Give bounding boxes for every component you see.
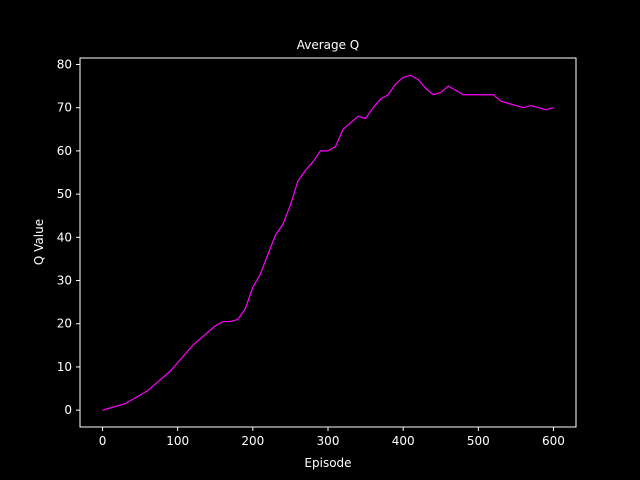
y-tick-label: 80 xyxy=(57,57,72,71)
x-axis-label: Episode xyxy=(304,456,351,470)
axis-ticks: 0 100 200 300 400 500 600 0 10 20 30 40 50 60 70 80 xyxy=(57,57,565,448)
x-tick-label: 200 xyxy=(241,434,264,448)
y-tick-label: 60 xyxy=(57,144,72,158)
y-tick-label: 10 xyxy=(57,360,72,374)
chart-title: Average Q xyxy=(297,38,360,52)
x-tick-label: 400 xyxy=(392,434,415,448)
y-tick-label: 50 xyxy=(57,187,72,201)
x-tick-label: 600 xyxy=(542,434,565,448)
y-tick-label: 30 xyxy=(57,274,72,288)
y-tick-label: 20 xyxy=(57,317,72,331)
y-tick-label: 0 xyxy=(64,403,72,417)
y-tick-label: 70 xyxy=(57,101,72,115)
x-tick-label: 100 xyxy=(166,434,189,448)
x-tick-label: 300 xyxy=(317,434,340,448)
y-axis-label: Q Value xyxy=(32,219,46,265)
y-tick-label: 40 xyxy=(57,230,72,244)
x-tick-label: 0 xyxy=(99,434,107,448)
plot-area-frame xyxy=(79,57,577,428)
series-line xyxy=(102,74,554,411)
x-tick-label: 500 xyxy=(467,434,490,448)
